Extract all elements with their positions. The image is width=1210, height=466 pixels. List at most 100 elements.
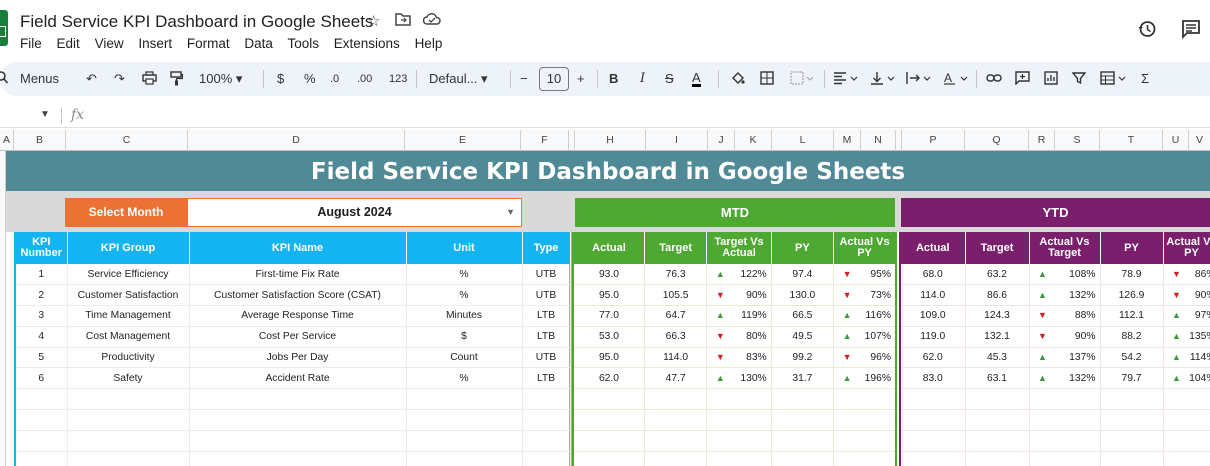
empty-cell[interactable]	[644, 409, 708, 431]
increase-decimal-button[interactable]: .00	[357, 73, 373, 85]
mtd-actual-cell[interactable]: 93.0	[573, 264, 645, 286]
empty-cell[interactable]	[1100, 409, 1164, 431]
empty-cell[interactable]	[900, 388, 966, 411]
ytd-actual-cell[interactable]: 119.0	[900, 326, 966, 348]
type-cell[interactable]: UTB	[522, 284, 571, 307]
decrease-decimal-button[interactable]: .0	[330, 73, 340, 85]
mtd-actual-cell[interactable]: 53.0	[573, 326, 645, 348]
mtd-py-cell[interactable]: 31.7	[771, 367, 835, 390]
ytd-actual-vs-target-cell[interactable]: ▼ 90%	[1029, 326, 1101, 348]
mtd-py-cell[interactable]: 97.4	[771, 264, 835, 286]
ytd-actual-vs-py-cell[interactable]: ▲ 97%	[1163, 305, 1210, 327]
kpi-name-cell[interactable]: Jobs Per Day	[189, 347, 407, 369]
mtd-actual-vs-py-cell[interactable]: ▼ 95%	[833, 264, 897, 286]
mtd-target-vs-actual-cell[interactable]: ▼ 80%	[706, 326, 772, 348]
empty-cell[interactable]	[833, 409, 897, 431]
ytd-actual-vs-py-cell[interactable]: ▲ 135%	[1163, 326, 1210, 348]
mtd-py-cell[interactable]: 99.2	[771, 347, 835, 369]
ytd-target-cell[interactable]: 63.1	[965, 367, 1030, 390]
bold-button[interactable]: B	[609, 71, 619, 86]
mtd-py-cell[interactable]: 130.0	[771, 284, 835, 307]
empty-cell[interactable]	[67, 409, 190, 431]
mtd-target-vs-actual-cell[interactable]: ▼ 90%	[706, 284, 772, 307]
ytd-py-cell[interactable]: 112.1	[1100, 305, 1164, 327]
empty-cell[interactable]	[67, 430, 190, 452]
empty-cell[interactable]	[522, 409, 571, 431]
menu-tools[interactable]: Tools	[287, 36, 319, 51]
type-cell[interactable]: UTB	[522, 347, 571, 369]
empty-cell[interactable]	[1163, 409, 1210, 431]
strikethrough-button[interactable]: S	[665, 71, 674, 86]
mtd-target-vs-actual-cell[interactable]: ▲ 130%	[706, 367, 772, 390]
empty-cell[interactable]	[706, 388, 772, 411]
mtd-actual-cell[interactable]: 62.0	[573, 367, 645, 390]
sheets-logo-icon[interactable]	[0, 10, 8, 46]
empty-cell[interactable]	[771, 388, 835, 411]
column-header[interactable]: P	[902, 130, 965, 151]
column-header[interactable]: K	[735, 130, 772, 151]
empty-cell[interactable]	[189, 409, 407, 431]
merge-cells-icon[interactable]	[790, 71, 814, 89]
mtd-actual-cell[interactable]: 95.0	[573, 347, 645, 369]
ytd-actual-cell[interactable]: 109.0	[900, 305, 966, 327]
ytd-py-cell[interactable]: 79.7	[1100, 367, 1164, 390]
ytd-actual-vs-target-cell[interactable]: ▲ 132%	[1029, 367, 1101, 390]
empty-cell[interactable]	[1029, 451, 1101, 466]
ytd-actual-vs-target-cell[interactable]: ▼ 88%	[1029, 305, 1101, 327]
ytd-target-cell[interactable]: 132.1	[965, 326, 1030, 348]
kpi-number-cell[interactable]: 4	[15, 326, 68, 348]
empty-cell[interactable]	[1163, 430, 1210, 452]
ytd-actual-cell[interactable]: 68.0	[900, 264, 966, 286]
empty-cell[interactable]	[15, 388, 68, 411]
redo-icon[interactable]: ↷	[114, 71, 125, 86]
vertical-align-icon[interactable]	[870, 71, 896, 89]
text-color-button[interactable]: A	[692, 70, 701, 87]
ytd-actual-vs-py-cell[interactable]: ▼ 86%	[1163, 264, 1210, 286]
empty-cell[interactable]	[833, 451, 897, 466]
kpi-group-cell[interactable]: Productivity	[67, 347, 190, 369]
empty-cell[interactable]	[573, 388, 645, 411]
empty-cell[interactable]	[644, 451, 708, 466]
font-size-input[interactable]: 10	[539, 67, 569, 91]
menu-format[interactable]: Format	[186, 36, 230, 51]
column-header[interactable]: U	[1163, 130, 1189, 151]
column-header[interactable]: Q	[965, 130, 1029, 151]
italic-button[interactable]: I	[640, 71, 646, 86]
menu-insert[interactable]: Insert	[138, 36, 173, 51]
unit-cell[interactable]: Count	[406, 347, 523, 369]
ytd-actual-cell[interactable]: 114.0	[900, 284, 966, 307]
empty-cell[interactable]	[771, 430, 835, 452]
empty-cell[interactable]	[15, 451, 68, 466]
empty-cell[interactable]	[706, 430, 772, 452]
empty-cell[interactable]	[900, 430, 966, 452]
cloud-saved-icon[interactable]	[422, 12, 441, 32]
empty-cell[interactable]	[833, 388, 897, 411]
kpi-name-cell[interactable]: Accident Rate	[189, 367, 407, 390]
empty-cell[interactable]	[406, 451, 523, 466]
ytd-actual-vs-target-cell[interactable]: ▲ 132%	[1029, 284, 1101, 307]
mtd-target-cell[interactable]: 76.3	[644, 264, 708, 286]
column-header[interactable]: A	[0, 130, 14, 151]
unit-cell[interactable]: %	[406, 367, 523, 390]
empty-cell[interactable]	[965, 451, 1030, 466]
empty-cell[interactable]	[706, 451, 772, 466]
mtd-target-cell[interactable]: 47.7	[644, 367, 708, 390]
mtd-actual-vs-py-cell[interactable]: ▲ 107%	[833, 326, 897, 348]
type-cell[interactable]: LTB	[522, 305, 571, 327]
ytd-target-cell[interactable]: 124.3	[965, 305, 1030, 327]
table-view-icon[interactable]	[1100, 71, 1128, 89]
kpi-group-cell[interactable]: Time Management	[67, 305, 190, 327]
search-menus-input[interactable]: Menus	[20, 71, 60, 86]
column-header[interactable]: L	[772, 130, 834, 151]
empty-cell[interactable]	[573, 451, 645, 466]
insert-comment-icon[interactable]	[1015, 71, 1030, 89]
name-box-dropdown-icon[interactable]: ▼	[40, 109, 50, 120]
ytd-target-cell[interactable]: 45.3	[965, 347, 1030, 369]
mtd-target-cell[interactable]: 66.3	[644, 326, 708, 348]
unit-cell[interactable]: %	[406, 284, 523, 307]
empty-cell[interactable]	[573, 430, 645, 452]
column-header[interactable]: B	[14, 130, 66, 151]
insert-link-icon[interactable]	[986, 71, 1002, 89]
empty-cell[interactable]	[965, 388, 1030, 411]
zoom-select[interactable]: 100% ▾	[199, 71, 243, 86]
